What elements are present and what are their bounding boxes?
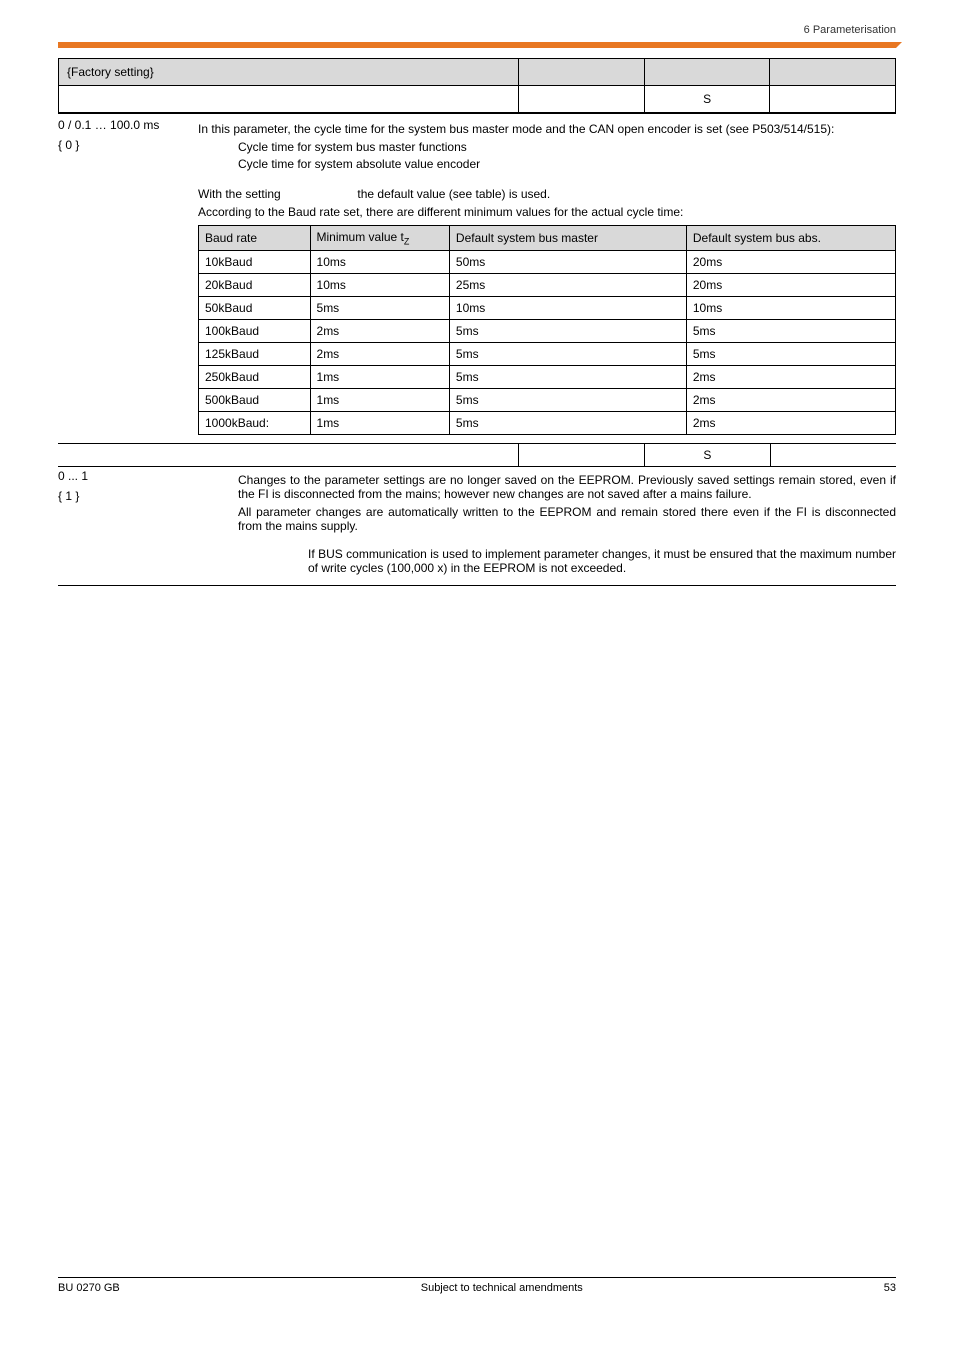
cell-desc — [59, 86, 519, 113]
baud-cell: 20ms — [686, 274, 895, 297]
baud-cell: 5ms — [686, 320, 895, 343]
p560-line1: Changes to the parameter settings are no… — [238, 473, 896, 501]
mini-c — [770, 444, 896, 467]
p513-default: { 0 } — [58, 138, 188, 152]
baud-table: Baud rate Minimum value tZ Default syste… — [198, 225, 896, 435]
header-section: 6 Parameterisation — [58, 24, 896, 36]
p513-row: 0 / 0.1 … 100.0 ms { 0 } In this paramet… — [58, 113, 896, 443]
baud-cell: 10ms — [449, 297, 686, 320]
p560-line2: All parameter changes are automatically … — [238, 505, 896, 533]
p513-range: 0 / 0.1 … 100.0 ms — [58, 118, 188, 132]
baud-cell: 5ms — [449, 389, 686, 412]
p513-intro: In this parameter, the cycle time for th… — [198, 122, 896, 136]
p560-default: { 1 } — [58, 489, 188, 503]
footer-right: 53 — [884, 1282, 896, 1294]
baud-cell: 50kBaud — [199, 297, 311, 320]
p513-body: In this parameter, the cycle time for th… — [198, 118, 896, 439]
baud-cell: 5ms — [686, 343, 895, 366]
factory-setting-table: {Factory setting} S — [58, 58, 896, 113]
baud-cell: 250kBaud — [199, 366, 311, 389]
baud-cell: 2ms — [686, 389, 895, 412]
baud-cell: 5ms — [449, 343, 686, 366]
p513-bullet1: Cycle time for system bus master functio… — [238, 140, 896, 154]
baud-cell: 10kBaud — [199, 251, 311, 274]
baud-cell: 1ms — [310, 389, 449, 412]
baud-cell: 10ms — [310, 251, 449, 274]
mini-desc — [58, 444, 519, 467]
baud-h-master: Default system bus master — [449, 226, 686, 251]
p560-body: Changes to the parameter settings are no… — [198, 469, 896, 575]
baud-cell: 10ms — [686, 297, 895, 320]
p513-setting-line: With the setting the default value (see … — [198, 187, 896, 201]
col-c-header — [770, 59, 896, 86]
baud-cell: 25ms — [449, 274, 686, 297]
baud-cell: 5ms — [449, 366, 686, 389]
p560-note: If BUS communication is used to implemen… — [308, 547, 896, 575]
baud-cell: 5ms — [449, 320, 686, 343]
baud-cell: 2ms — [310, 320, 449, 343]
mini-grid: S — [58, 443, 896, 467]
baud-h-rate: Baud rate — [199, 226, 311, 251]
col-b-header — [644, 59, 770, 86]
p513-bullet2: Cycle time for system absolute value enc… — [238, 157, 896, 171]
baud-h-abs: Default system bus abs. — [686, 226, 895, 251]
baud-cell: 2ms — [310, 343, 449, 366]
baud-cell: 50ms — [449, 251, 686, 274]
mini-b: S — [645, 444, 771, 467]
cell-a — [519, 86, 645, 113]
baud-cell: 2ms — [686, 412, 895, 435]
baud-cell: 1000kBaud: — [199, 412, 311, 435]
mini-a — [519, 444, 645, 467]
p560-left: 0 ... 1 { 1 } — [58, 469, 198, 503]
p513-left: 0 / 0.1 … 100.0 ms { 0 } — [58, 118, 198, 152]
baud-cell: 125kBaud — [199, 343, 311, 366]
baud-cell: 20kBaud — [199, 274, 311, 297]
factory-setting-header: {Factory setting} — [59, 59, 519, 86]
baud-cell: 5ms — [449, 412, 686, 435]
baud-h-min: Minimum value tZ — [310, 226, 449, 251]
baud-cell: 1ms — [310, 366, 449, 389]
baud-cell: 20ms — [686, 251, 895, 274]
baud-cell: 5ms — [310, 297, 449, 320]
baud-cell: 2ms — [686, 366, 895, 389]
footer-center: Subject to technical amendments — [421, 1282, 583, 1294]
footer-left: BU 0270 GB — [58, 1282, 120, 1294]
p560-row: 0 ... 1 { 1 } Changes to the parameter s… — [58, 467, 896, 579]
col-a-header — [519, 59, 645, 86]
accent-bar — [58, 42, 896, 48]
cell-b: S — [644, 86, 770, 113]
p560-range: 0 ... 1 — [58, 469, 188, 483]
baud-cell: 1ms — [310, 412, 449, 435]
baud-cell: 500kBaud — [199, 389, 311, 412]
final-divider — [58, 585, 896, 586]
baud-cell: 100kBaud — [199, 320, 311, 343]
cell-c — [770, 86, 896, 113]
p513-according: According to the Baud rate set, there ar… — [198, 205, 896, 219]
page-footer: BU 0270 GB Subject to technical amendmen… — [58, 1277, 896, 1294]
baud-cell: 10ms — [310, 274, 449, 297]
